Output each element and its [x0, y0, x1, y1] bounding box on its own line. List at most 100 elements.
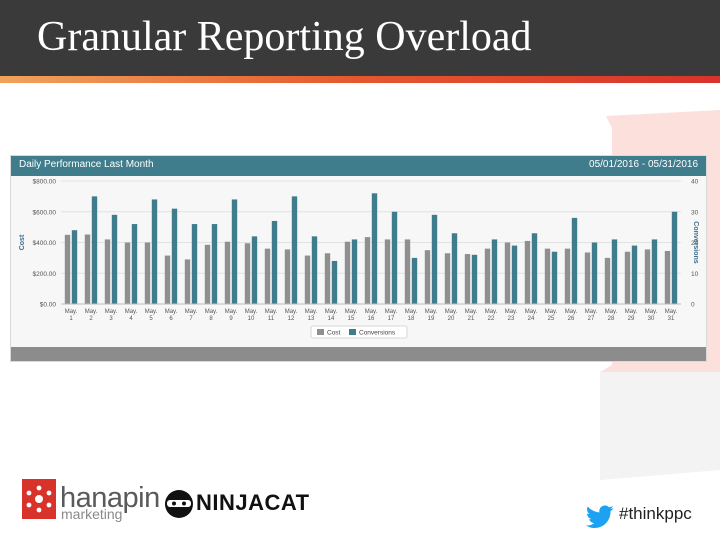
y2-tick-label: 20: [691, 240, 699, 247]
x-tick-label: 29: [628, 316, 635, 322]
twitter-bird-icon: [586, 505, 614, 528]
x-tick-label: May.: [385, 309, 398, 315]
slide-title: Granular Reporting Overload: [37, 14, 532, 60]
conversions-bar: [151, 199, 158, 304]
conversions-bar: [351, 239, 358, 304]
x-tick-label: 5: [149, 316, 153, 322]
x-tick-label: 24: [528, 316, 535, 322]
conversions-bar: [491, 239, 498, 304]
x-tick-label: 30: [648, 316, 655, 322]
x-tick-label: 17: [388, 316, 395, 322]
conversions-bar: [591, 242, 598, 304]
x-tick-label: May.: [105, 309, 118, 315]
x-tick-label: 9: [229, 316, 233, 322]
x-tick-label: 8: [209, 316, 213, 322]
cost-bar: [604, 257, 611, 304]
x-tick-label: 31: [668, 316, 675, 322]
x-tick-label: May.: [345, 309, 358, 315]
y2-tick-label: 30: [691, 209, 699, 216]
cost-bar: [364, 237, 371, 304]
conversions-bar: [431, 214, 438, 304]
cost-bar: [404, 239, 411, 304]
cost-bar: [644, 249, 651, 304]
conversions-bar: [171, 208, 178, 304]
cost-bar: [204, 244, 211, 304]
x-tick-label: 11: [268, 316, 275, 322]
conversions-bar: [671, 211, 678, 304]
title-bar: Granular Reporting Overload: [0, 0, 720, 76]
x-tick-label: May.: [145, 309, 158, 315]
conversions-bar: [571, 217, 578, 304]
legend-box: [310, 325, 408, 339]
cost-bar: [224, 241, 231, 304]
y2-tick-label: 0: [691, 302, 695, 309]
x-tick-label: 14: [328, 316, 335, 322]
cost-bar: [84, 234, 91, 304]
hanapin-logo-icon: [22, 479, 56, 519]
y-tick-label: $200.00: [33, 271, 57, 278]
cost-bar: [484, 248, 491, 304]
panel-footer: [11, 347, 706, 361]
conversions-bar: [631, 245, 638, 304]
x-tick-label: May.: [405, 309, 418, 315]
x-tick-label: May.: [565, 309, 578, 315]
conversions-bar: [391, 211, 398, 304]
conversions-bar: [231, 199, 238, 304]
x-tick-label: 15: [348, 316, 355, 322]
cost-bar: [524, 240, 531, 304]
cost-bar: [304, 255, 311, 304]
x-tick-label: May.: [245, 309, 258, 315]
cost-bar: [184, 259, 191, 304]
x-tick-label: 6: [169, 316, 173, 322]
y-tick-label: $800.00: [33, 179, 57, 186]
x-tick-label: 7: [189, 316, 193, 322]
cost-bar: [444, 253, 451, 304]
x-tick-label: 10: [248, 316, 255, 322]
x-tick-label: 23: [508, 316, 515, 322]
cost-bar: [664, 250, 671, 304]
cost-bar: [264, 248, 271, 304]
cost-bar: [464, 254, 471, 304]
conversions-bar: [291, 196, 298, 304]
legend-swatch-conversions: [349, 329, 356, 335]
panel-title: Daily Performance Last Month: [19, 159, 154, 170]
x-tick-label: 22: [488, 316, 495, 322]
x-tick-label: May.: [285, 309, 298, 315]
x-tick-label: May.: [505, 309, 518, 315]
conversions-bar: [411, 257, 418, 304]
x-tick-label: 12: [288, 316, 295, 322]
conversions-bar: [71, 230, 78, 304]
y2-tick-label: 40: [691, 179, 699, 186]
cost-bar: [324, 253, 331, 304]
conversions-bar: [651, 239, 658, 304]
cost-bar: [384, 239, 391, 304]
x-tick-label: May.: [125, 309, 138, 315]
x-tick-label: 1: [69, 316, 73, 322]
x-tick-label: May.: [365, 309, 378, 315]
conversions-bar: [451, 233, 458, 304]
x-tick-label: May.: [225, 309, 238, 315]
conversions-bar: [91, 196, 98, 304]
x-tick-label: 25: [548, 316, 555, 322]
cost-bar: [624, 251, 631, 304]
x-tick-label: May.: [65, 309, 78, 315]
conversions-bar: [331, 260, 338, 304]
ninjacat-icon: [165, 490, 193, 518]
x-tick-label: May.: [265, 309, 278, 315]
cost-bar: [284, 249, 291, 304]
x-tick-label: 26: [568, 316, 575, 322]
cost-bar: [544, 248, 551, 304]
x-tick-label: May.: [85, 309, 98, 315]
performance-chart: $0.00 $200.00 $400.00 $600.00 $800.00 0 10 20 30…: [19, 179, 699, 339]
x-tick-label: May.: [305, 309, 318, 315]
cost-bar: [504, 242, 511, 304]
x-tick-label: 19: [428, 316, 435, 322]
ninjacat-wordmark: NINJACAT: [196, 490, 310, 515]
conversions-bar: [131, 224, 138, 304]
x-tick-label: 13: [308, 316, 315, 322]
cost-bar: [64, 234, 71, 304]
y-tick-label: $400.00: [33, 240, 57, 247]
conversions-bar: [531, 233, 538, 304]
conversions-bar: [211, 224, 218, 304]
legend-swatch-cost: [317, 329, 324, 335]
